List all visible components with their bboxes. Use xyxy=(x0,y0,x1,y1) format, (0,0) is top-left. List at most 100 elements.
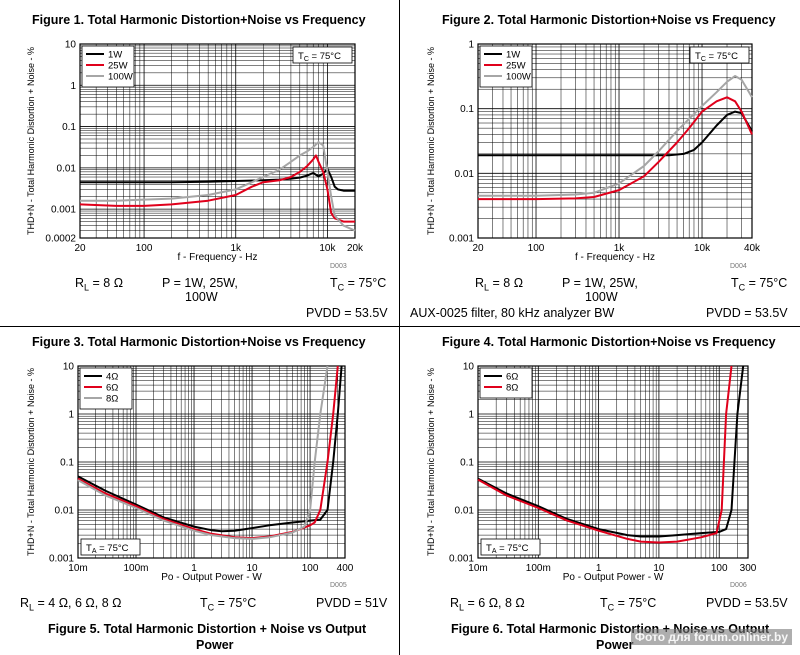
annotation-label: TC = 75°C xyxy=(298,51,341,63)
fig2-cond-filter: AUX-0025 filter, 80 kHz analyzer BW xyxy=(410,306,615,320)
legend-label: 100W xyxy=(108,72,133,83)
y-tick-label: 0.01 xyxy=(55,506,75,517)
x-tick-label: 10k xyxy=(319,243,336,254)
legend-label: 8Ω xyxy=(506,383,518,394)
y-tick-label: 0.001 xyxy=(449,234,474,245)
legend-label: 8Ω xyxy=(106,394,118,405)
legend-box xyxy=(81,45,135,88)
x-tick-label: 100m xyxy=(526,563,551,574)
x-tick-label: 100 xyxy=(711,563,728,574)
fig4-cond-tc: TC = 75°C xyxy=(600,596,657,613)
fig1-cond-pvdd: PVDD = 53.5V xyxy=(306,306,388,320)
y-tick-label: 0.1 xyxy=(460,458,474,469)
y-tick-label: 0.01 xyxy=(455,506,475,517)
y-axis-label: THD+N - Total Harmonic Distortion + Nois… xyxy=(26,47,36,235)
chart-fig4: 10m 100m 1 10 100 300 10 1 0.1 0.01 0.001 Po - Outp… xyxy=(426,362,757,590)
figure-code: D005 xyxy=(330,582,347,589)
series-line-100W xyxy=(478,75,753,197)
x-tick-label: 100 xyxy=(528,243,545,254)
figure-6-caption-2: Power xyxy=(596,638,634,652)
chart-fig2: 20 100 1k 10k 40k 1 0.1 0.01 0.001 f - Frequency … xyxy=(426,40,761,271)
y-tick-label: 1 xyxy=(468,40,474,51)
y-axis-label: THD+N - Total Harmonic Distortion + Nois… xyxy=(426,47,436,235)
x-tick-label: 10m xyxy=(468,563,487,574)
series-line-1W xyxy=(478,110,753,157)
watermark: Фото для forum.onliner.by xyxy=(630,629,792,645)
x-tick-label: 1k xyxy=(230,243,242,254)
figure-code: D003 xyxy=(330,263,347,270)
figure-1-title: Figure 1. Total Harmonic Distortion+Nois… xyxy=(32,13,366,27)
figure-5-caption-2: Power xyxy=(196,638,234,652)
series-line-4Ω xyxy=(77,365,343,533)
legend-label: 4Ω xyxy=(106,372,118,383)
legend-label: 100W xyxy=(506,72,531,83)
fig1-cond-rl: RL = 8 Ω xyxy=(75,276,124,293)
x-tick-label: 20k xyxy=(347,243,364,254)
y-tick-label: 0.001 xyxy=(449,554,474,565)
x-tick-label: 10 xyxy=(246,563,258,574)
figure-5-caption: Figure 5. Total Harmonic Distortion + No… xyxy=(48,622,367,636)
x-tick-label: 10 xyxy=(653,563,665,574)
grid xyxy=(477,365,749,559)
fig3-cond-tc: TC = 75°C xyxy=(200,596,257,613)
y-tick-label: 10 xyxy=(65,40,77,51)
divider-vertical xyxy=(399,0,400,655)
x-tick-label: 300 xyxy=(740,563,757,574)
x-tick-label: 100 xyxy=(302,563,319,574)
x-tick-label: 100m xyxy=(124,563,149,574)
x-tick-label: 10k xyxy=(694,243,711,254)
legend-label: 1W xyxy=(108,50,122,61)
legend-box xyxy=(79,367,133,410)
figure-4-title: Figure 4. Total Harmonic Distortion+Nois… xyxy=(442,335,776,349)
x-tick-label: 100 xyxy=(136,243,153,254)
y-tick-label: 1 xyxy=(468,410,474,421)
y-tick-label: 10 xyxy=(463,362,475,373)
y-tick-label: 0.1 xyxy=(62,122,76,133)
y-tick-label: 0.001 xyxy=(51,205,76,216)
annotation-label: TC = 75°C xyxy=(695,51,738,63)
figure-code: D006 xyxy=(730,582,747,589)
series-line-6Ω xyxy=(477,365,745,538)
chart-fig3: 10m 100m 1 10 100 400 10 1 0.1 0.01 0.001 Po - Outp… xyxy=(26,362,354,590)
annotation-box xyxy=(480,538,541,556)
series-line-1W xyxy=(80,167,355,192)
y-tick-label: 0.1 xyxy=(60,458,74,469)
fig1-cond-power: P = 1W, 25W, xyxy=(162,276,238,290)
x-tick-label: 20 xyxy=(472,243,484,254)
y-tick-label: 1 xyxy=(68,410,74,421)
fig1-cond-tc: TC = 75°C xyxy=(330,276,387,293)
figure-3-title: Figure 3. Total Harmonic Distortion+Nois… xyxy=(32,335,366,349)
x-tick-label: 10m xyxy=(68,563,87,574)
legend-label: 6Ω xyxy=(106,383,118,394)
y-tick-label: 1 xyxy=(70,81,76,92)
series-line-8Ω xyxy=(477,365,733,544)
plot-frame xyxy=(477,43,753,239)
annotation-box xyxy=(689,46,750,64)
y-tick-label: 0.1 xyxy=(460,104,474,115)
fig4-cond-rl: RL = 6 Ω, 8 Ω xyxy=(450,596,525,613)
y-tick-label: 0.001 xyxy=(49,554,74,565)
x-tick-label: 400 xyxy=(337,563,354,574)
series-line-100W xyxy=(80,141,356,232)
x-tick-label: 1 xyxy=(191,563,197,574)
y-tick-label: 0.0002 xyxy=(45,234,76,245)
legend-box xyxy=(479,45,533,88)
legend-box xyxy=(479,367,533,399)
legend-label: 6Ω xyxy=(506,372,518,383)
annotation-label: TA = 75°C xyxy=(486,543,529,555)
series-line-25W xyxy=(478,96,753,201)
fig2-cond-tc: TC = 75°C xyxy=(731,276,788,293)
fig1-cond-power-2: 100W xyxy=(185,290,218,304)
fig2-cond-power: P = 1W, 25W, xyxy=(562,276,638,290)
chart-fig1: 20 100 1k 10k 20k 10 1 0.1 0.01 0.001 0.0002 f - Fr… xyxy=(26,40,364,271)
y-tick-label: 0.01 xyxy=(57,163,77,174)
plot-frame xyxy=(79,43,356,239)
plot-frame xyxy=(477,365,749,559)
y-tick-label: 0.01 xyxy=(455,169,475,180)
figure-code: D004 xyxy=(730,263,747,270)
legend-label: 25W xyxy=(506,61,526,72)
